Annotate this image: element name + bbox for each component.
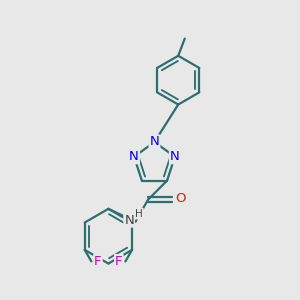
Text: F: F [115, 255, 123, 268]
Text: F: F [94, 255, 102, 268]
Text: N: N [124, 214, 134, 226]
Text: N: N [129, 150, 139, 163]
Text: N: N [170, 150, 180, 163]
Text: H: H [135, 208, 143, 219]
Text: O: O [175, 192, 185, 205]
Text: N: N [150, 136, 159, 148]
